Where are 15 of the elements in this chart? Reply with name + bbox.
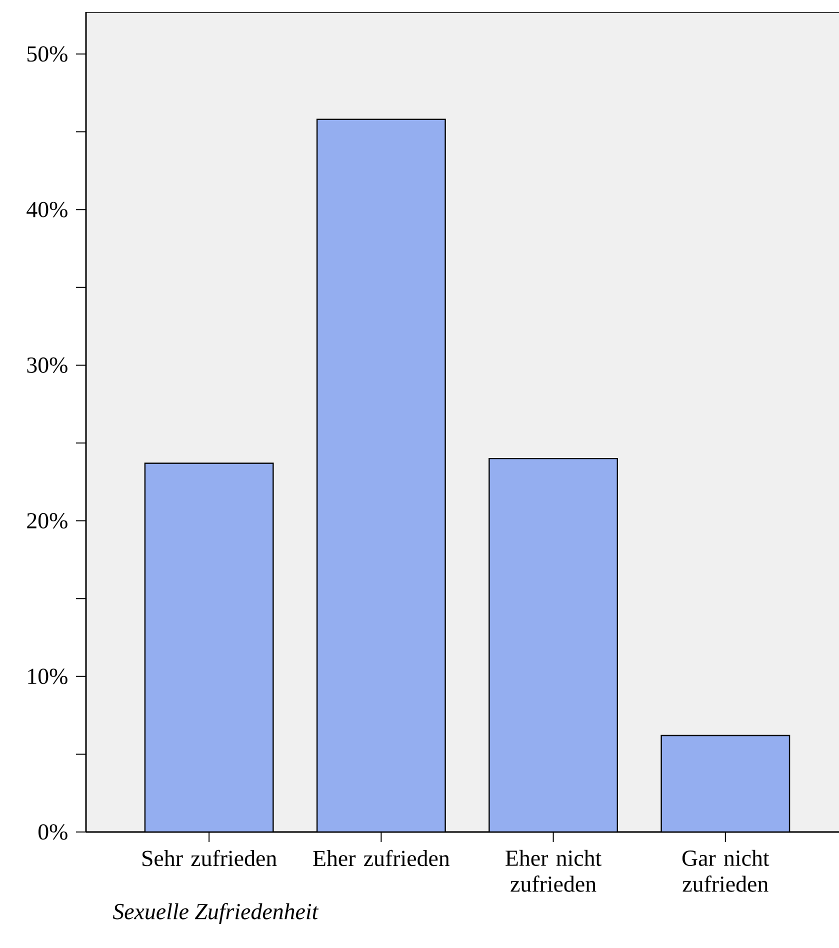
bar	[316, 118, 446, 832]
bar	[144, 462, 274, 832]
y-tick-label: 30%	[27, 357, 68, 373]
x-tick-label: Sehr zufrieden	[142, 850, 277, 866]
x-tick-label: Gar nicht zufrieden	[682, 850, 770, 892]
y-tick-label: 10%	[28, 668, 68, 684]
bar	[488, 458, 618, 832]
y-tick-label: 50%	[27, 46, 68, 62]
y-tick-label: 0%	[38, 824, 68, 840]
x-tick-label: Eher nicht zufrieden	[506, 850, 602, 892]
y-tick-label: 20%	[27, 513, 68, 529]
x-tick-label: Eher zufrieden	[313, 850, 450, 866]
y-tick-label: 40%	[26, 202, 68, 218]
bar	[660, 734, 790, 832]
x-axis-title: Sexuelle Zufriedenheit	[112, 902, 319, 924]
